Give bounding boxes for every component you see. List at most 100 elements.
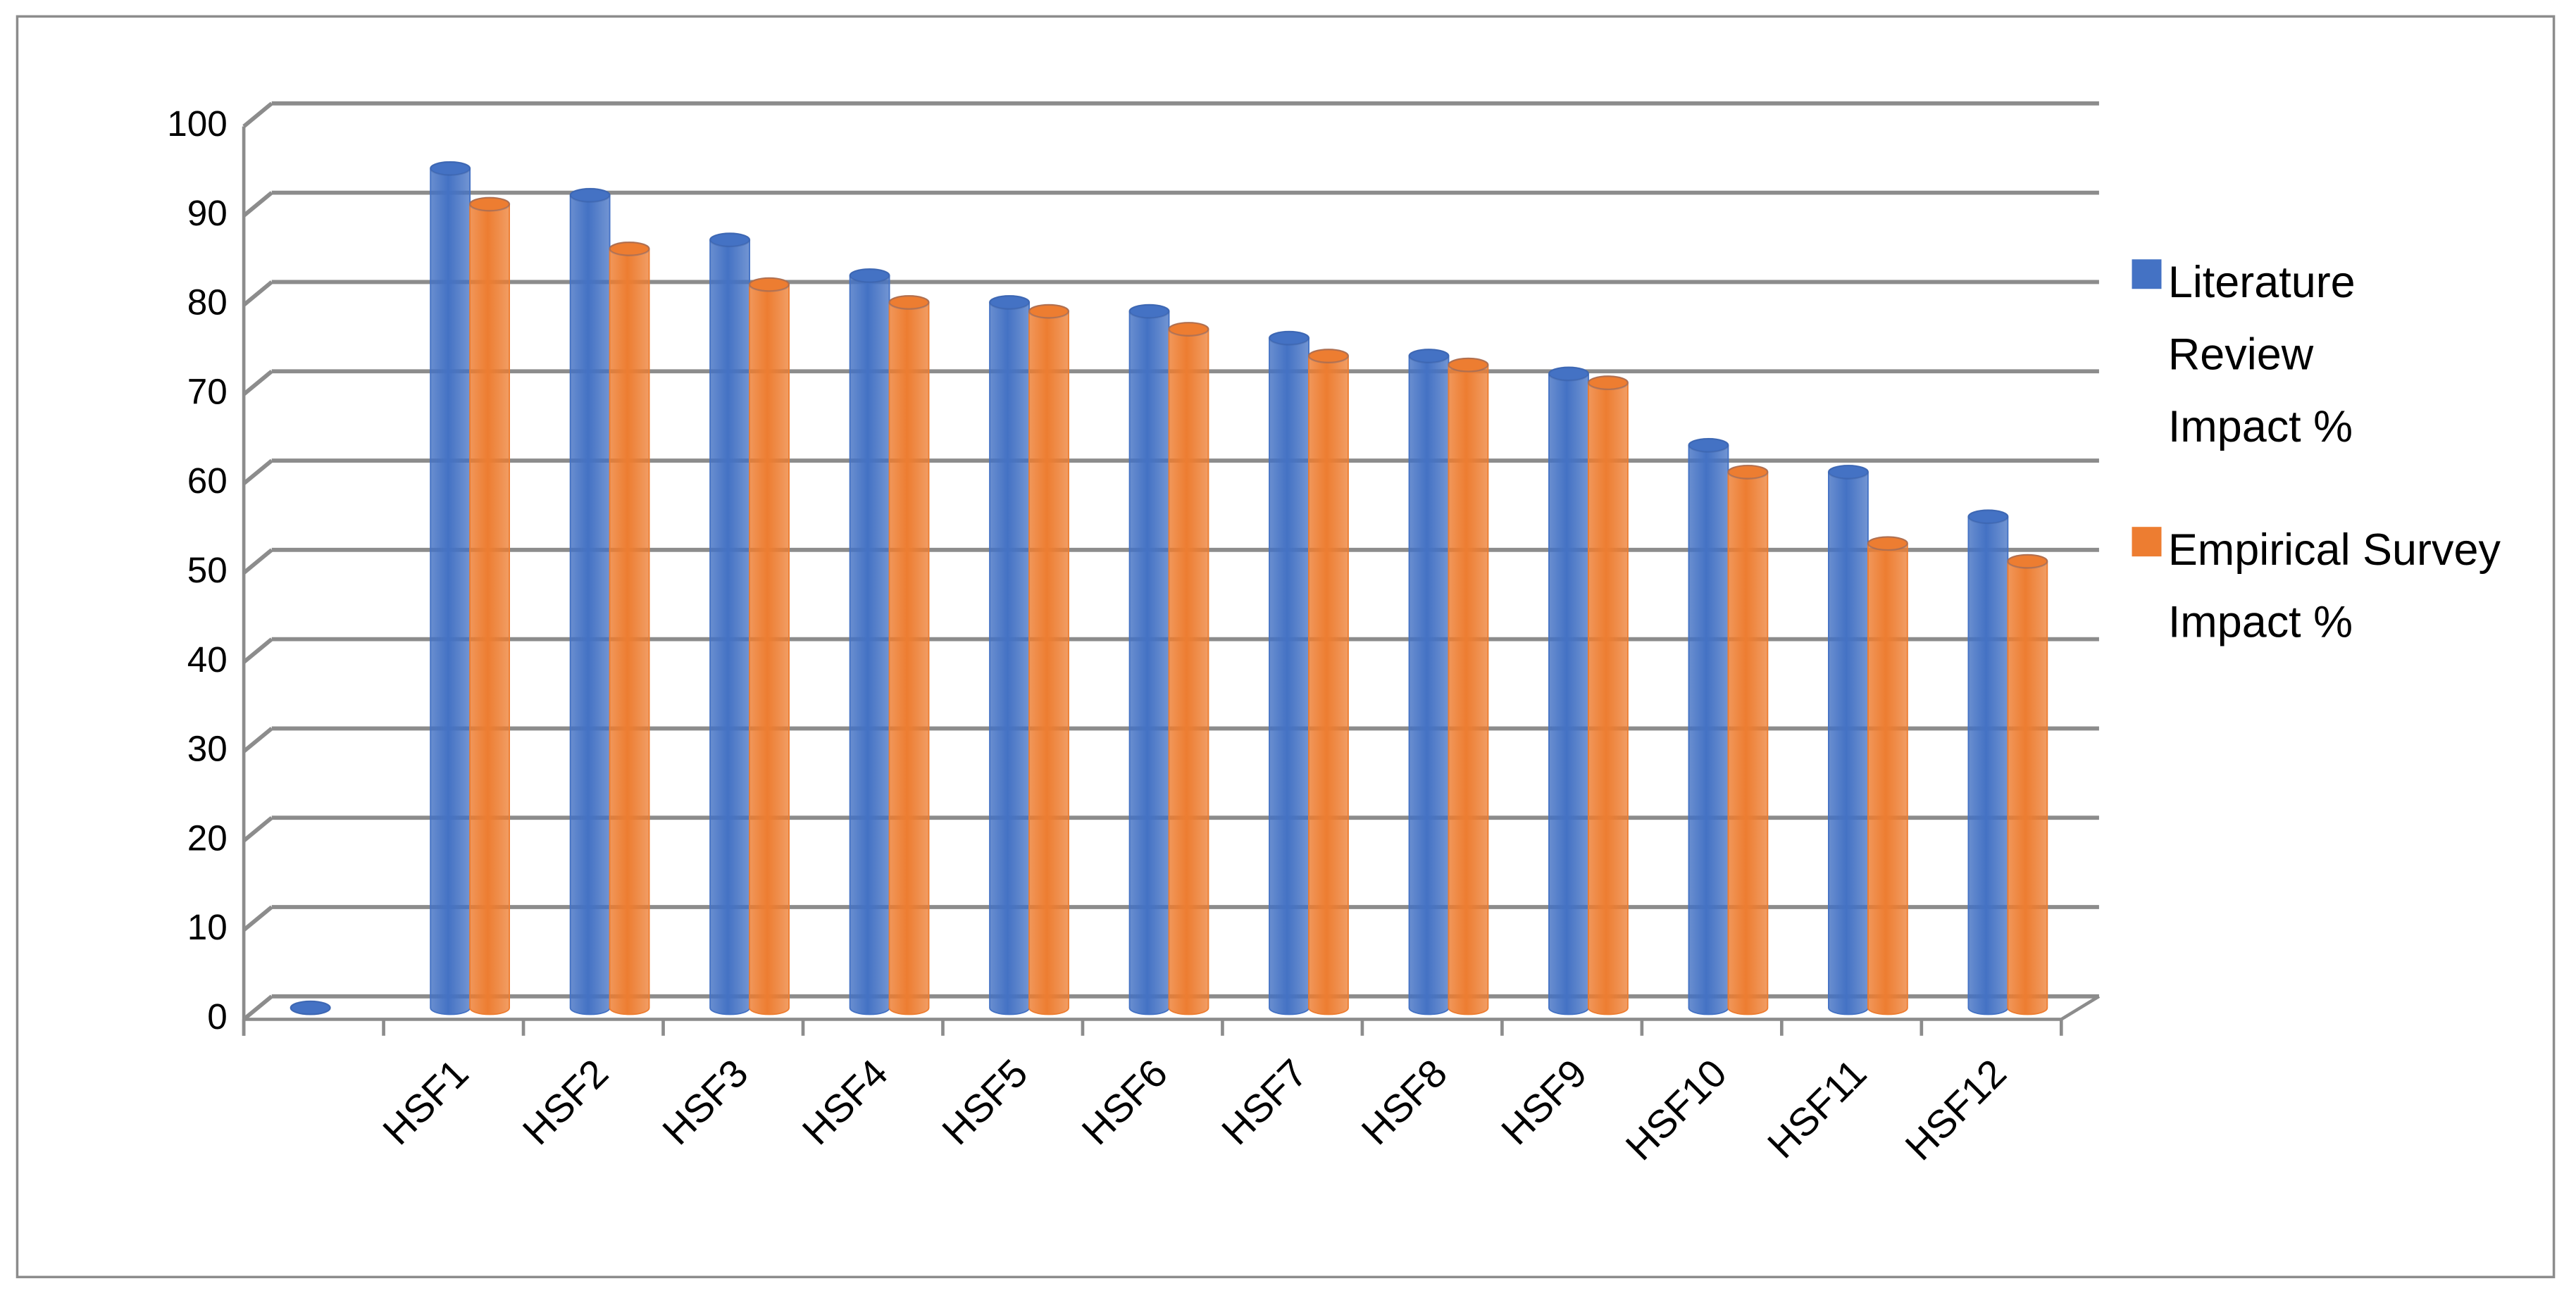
bar-body <box>1308 349 1349 1015</box>
bar <box>1587 375 1629 1015</box>
bar-body <box>2007 554 2048 1015</box>
bar <box>430 161 471 1015</box>
bar-top <box>1168 321 1209 337</box>
bar-body <box>1967 509 2009 1015</box>
grid-line-side <box>242 815 273 843</box>
y-tick-label: 10 <box>187 907 228 947</box>
bar-top <box>468 196 511 212</box>
grid-line-side <box>242 101 273 128</box>
y-tick-label: 30 <box>187 729 228 769</box>
bar-body <box>1588 375 1629 1015</box>
y-tick-label: 70 <box>187 371 228 411</box>
bar-top <box>290 1000 331 1015</box>
bar <box>1128 304 1170 1015</box>
bar <box>1448 357 1489 1015</box>
grid-line-side <box>242 191 273 218</box>
bar-top <box>1307 349 1350 363</box>
bar-top <box>1587 375 1629 391</box>
legend-item: Empirical Survey Impact % <box>2167 525 2501 647</box>
bar-top <box>748 277 790 292</box>
bar-top <box>1827 464 1869 480</box>
bar-top <box>1548 366 1590 382</box>
bar <box>888 294 930 1015</box>
grid-line-side <box>242 369 273 396</box>
bar-body <box>989 295 1030 1015</box>
floor-right <box>2060 994 2101 1021</box>
bar-body <box>1168 322 1209 1015</box>
bar-top <box>1867 536 1909 551</box>
legend-label: Empirical Survey Impact % <box>2167 525 2501 647</box>
bar <box>2007 554 2048 1015</box>
bar-body <box>1727 465 1769 1015</box>
bar-body <box>1548 366 1589 1015</box>
bar <box>1688 437 1729 1015</box>
bar-body <box>609 242 650 1015</box>
y-tick-label: 50 <box>187 550 228 590</box>
bar-top <box>888 294 930 310</box>
bar <box>569 187 611 1015</box>
bar-top <box>1028 304 1070 319</box>
bar-body <box>1688 438 1729 1015</box>
grid-line-side <box>242 994 273 1021</box>
bar <box>849 268 890 1015</box>
bar-body <box>1269 330 1309 1015</box>
bar-body <box>1028 304 1069 1015</box>
grid-line-side <box>242 727 273 754</box>
bar-body <box>430 161 471 1015</box>
legend-swatch <box>2132 259 2162 289</box>
bar-top <box>988 294 1031 310</box>
bar-top <box>1128 304 1170 319</box>
y-tick-label: 90 <box>187 193 228 233</box>
bar-top <box>569 187 611 203</box>
bar-top <box>709 232 751 248</box>
bar-top <box>1967 509 2009 525</box>
bar-body <box>1867 536 1908 1015</box>
bar <box>1028 304 1070 1015</box>
bar <box>1268 330 1310 1015</box>
grid-line-side <box>242 637 273 664</box>
bar <box>1168 321 1209 1015</box>
bar <box>1727 464 1769 1015</box>
bar-top <box>2007 554 2048 569</box>
y-tick-label: 100 <box>167 104 228 144</box>
grid-line-side <box>242 280 273 307</box>
bar-top <box>849 268 890 283</box>
bar <box>609 241 650 1015</box>
grid-line-side <box>242 905 273 932</box>
y-tick-label: 20 <box>187 818 228 858</box>
bar-body <box>709 232 751 1015</box>
bar-body <box>1408 349 1450 1015</box>
legend-swatch <box>2132 527 2162 557</box>
bar-top <box>609 241 650 256</box>
bar <box>468 196 511 1015</box>
legend-label: Literature Review Impact % <box>2167 257 2356 451</box>
bar <box>290 1000 331 1015</box>
bar-top <box>1688 437 1729 453</box>
grid-line-side <box>242 548 273 575</box>
bar-top <box>430 161 471 176</box>
bar-body <box>888 295 930 1015</box>
bar <box>1548 366 1590 1015</box>
bar <box>988 294 1031 1015</box>
bar <box>1408 349 1450 1015</box>
y-tick-label: 0 <box>207 996 228 1037</box>
bar-body <box>469 196 511 1015</box>
bar-body <box>1828 465 1869 1015</box>
bar-body <box>1448 357 1489 1015</box>
bar-top <box>1727 464 1769 480</box>
bar <box>709 232 751 1015</box>
bar <box>748 277 790 1015</box>
y-tick-label: 40 <box>187 639 228 680</box>
y-tick-label: 60 <box>187 461 228 501</box>
bar-top <box>1448 357 1489 373</box>
bar-body <box>849 268 890 1015</box>
bar-top <box>1408 349 1450 363</box>
bar <box>1967 509 2009 1015</box>
legend-item: Literature Review Impact % <box>2167 257 2356 451</box>
bar-body <box>1128 304 1170 1015</box>
y-tick-label: 80 <box>187 282 228 323</box>
grid-line-side <box>242 458 273 485</box>
bar-top <box>1268 330 1310 346</box>
